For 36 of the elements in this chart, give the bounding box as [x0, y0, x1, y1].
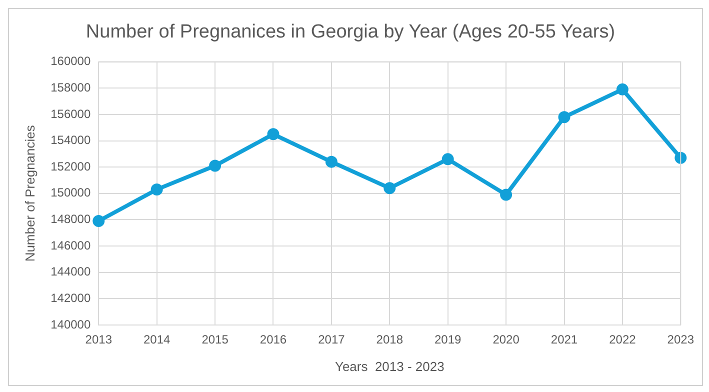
x-tick-label: 2020	[492, 332, 520, 347]
x-tick-label: 2023	[667, 332, 694, 347]
x-tick-label: 2022	[609, 332, 636, 347]
y-tick-label: 154000	[50, 133, 91, 148]
point	[616, 83, 628, 96]
y-axis-title: Number of Pregnancies	[22, 124, 38, 262]
y-tick-label: 152000	[50, 159, 91, 174]
x-axis-title: Years 2013 - 2023	[334, 358, 444, 374]
point	[209, 160, 222, 172]
point	[92, 215, 105, 228]
x-tick-label: 2015	[202, 332, 229, 347]
y-tick-label: 140000	[50, 317, 91, 332]
x-tick-label: 2017	[318, 332, 346, 347]
y-tick-label: 144000	[50, 264, 91, 279]
point	[267, 128, 280, 140]
x-tick-label: 2016	[260, 332, 287, 347]
point	[500, 188, 512, 201]
point	[150, 183, 163, 196]
y-tick-label: 148000	[50, 212, 91, 226]
point	[558, 111, 570, 124]
x-tick-label: 2014	[143, 332, 171, 347]
x-tick-label: 2018	[376, 332, 404, 347]
point	[674, 152, 687, 164]
y-tick-label: 150000	[50, 186, 91, 200]
y-tick-label: 158000	[50, 80, 91, 94]
point	[442, 153, 454, 166]
y-tick-label: 160000	[50, 54, 91, 68]
point	[384, 182, 396, 194]
x-tick-label: 2019	[434, 332, 462, 347]
x-tick-label: 2013	[85, 332, 112, 347]
y-tick-label: 146000	[50, 238, 91, 252]
x-tick-label: 2021	[550, 332, 578, 347]
y-tick-label: 156000	[50, 106, 91, 121]
point	[325, 156, 338, 168]
y-tick-label: 142000	[50, 290, 91, 305]
chart-title: Number of Pregnanices in Georgia by Year (Ages 20-55 Years)	[86, 22, 616, 43]
